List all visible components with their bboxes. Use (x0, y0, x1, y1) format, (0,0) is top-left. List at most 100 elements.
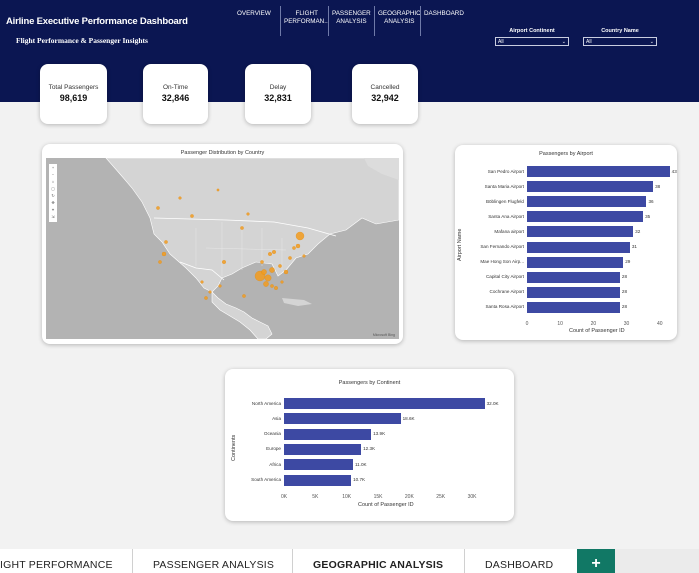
airport-bar[interactable] (527, 301, 620, 313)
continent-bar[interactable] (284, 413, 401, 425)
tab-dashboard[interactable]: DASHBOARD (485, 559, 554, 571)
map-data-point[interactable] (260, 260, 264, 264)
map-data-point[interactable] (242, 294, 246, 298)
map-data-point[interactable] (218, 284, 222, 288)
nav-geographic-analysis-button[interactable]: GEOGRAPHIC ANALYSIS (374, 6, 421, 36)
map-data-point[interactable] (280, 280, 284, 284)
dashboard-subtitle: Flight Performance & Passenger Insights (16, 36, 148, 45)
continent-bar[interactable] (284, 443, 362, 455)
airport-bar[interactable] (527, 241, 630, 253)
map-data-point[interactable] (270, 284, 274, 288)
state-lines (195, 222, 287, 276)
airport-category-label: Santa Ana Airport (488, 213, 524, 219)
map-data-point[interactable] (295, 231, 305, 241)
map-data-point[interactable] (240, 226, 244, 230)
continent-category-label: North America (251, 400, 281, 406)
map-data-point[interactable] (268, 252, 272, 256)
airport-continent-label: Airport Continent (509, 28, 555, 34)
airport-continent-dropdown[interactable]: All ⌄ (495, 37, 569, 46)
airport-bar[interactable] (527, 271, 620, 283)
airport-bar[interactable] (527, 286, 620, 298)
map-data-point[interactable] (295, 243, 301, 249)
tab-divider (464, 549, 465, 573)
continent-bar[interactable] (284, 474, 352, 486)
airport-category-label: Cochrane Airport (489, 289, 524, 295)
map-data-point[interactable] (292, 246, 296, 250)
airport-chart-title: Passengers by Airport (539, 151, 593, 157)
continent-bar[interactable] (284, 428, 372, 440)
continent-category-label: Asia (272, 415, 281, 421)
map-data-point[interactable] (222, 260, 226, 264)
continent-x-axis-label: Count of Passenger ID (358, 502, 414, 508)
continent-bar[interactable] (284, 398, 485, 409)
airport-bar[interactable] (527, 211, 644, 223)
map-data-point[interactable] (269, 267, 275, 273)
airport-bar[interactable] (527, 226, 634, 238)
tab-passenger-analysis[interactable]: PASSENGER ANALYSIS (153, 559, 275, 571)
nav-passenger-analysis-button[interactable]: PASSENGER ANALYSIS (328, 6, 374, 36)
nav-flight-performance-button[interactable]: FLIGHT PERFORMAN... (280, 6, 329, 36)
map-data-point[interactable] (302, 254, 306, 258)
airport-category-label: San Pedro Airport (487, 168, 524, 174)
map-data-point[interactable] (156, 206, 160, 210)
map-data-point[interactable] (161, 251, 167, 257)
airport-x-tick-label: 20 (590, 321, 597, 327)
map-data-point[interactable] (204, 296, 208, 300)
kpi-cancelled: Cancelled 32,942 (352, 64, 418, 124)
header-bar: Airline Executive Performance Dashboard … (0, 0, 699, 102)
airport-x-tick-label: 0 (525, 321, 529, 327)
country-name-label: Country Name (601, 28, 639, 34)
airport-y-axis-label: Airport Name (457, 228, 463, 261)
tab-geographic-analysis[interactable]: GEOGRAPHIC ANALYSIS (313, 559, 444, 571)
airport-bar[interactable] (527, 181, 654, 193)
airport-x-tick-label: 40 (656, 321, 663, 327)
tab-divider (292, 549, 293, 573)
airport-chart-panel: Passengers by Airport San Pedro Airport 4… (455, 145, 677, 340)
airport-data-label: 36 (648, 198, 654, 204)
country-name-dropdown[interactable]: All ⌄ (583, 37, 657, 46)
map-data-point[interactable] (264, 274, 272, 282)
map-data-point[interactable] (283, 269, 289, 275)
map-data-point[interactable] (190, 214, 194, 218)
continent-y-axis-label: Continents (231, 434, 237, 461)
continent-chart-panel: Passengers by Continent North America 32.… (225, 369, 514, 521)
map-zoom-controls[interactable]: + − ⌂ ◻ ↻ ✥ ⌖ ⇲ (49, 164, 57, 222)
continent-data-label: 11.0K (354, 461, 367, 467)
map-data-point[interactable] (164, 240, 168, 244)
map-data-point[interactable] (288, 256, 292, 260)
map-data-point[interactable] (178, 196, 182, 200)
continent-bar[interactable] (284, 459, 353, 471)
tab-bar-filler (615, 549, 699, 573)
map-data-point[interactable] (200, 280, 204, 284)
nav-dashboard-button[interactable]: DASHBOARD (420, 6, 464, 36)
map-data-point[interactable] (263, 281, 269, 287)
continent-data-label: 18.6K (402, 415, 415, 421)
map-data-point[interactable] (208, 290, 212, 294)
map-data-point[interactable] (158, 260, 162, 264)
map-data-point[interactable] (246, 212, 250, 216)
us-mexico-border (179, 261, 225, 281)
airport-bar[interactable] (527, 166, 670, 177)
map-data-point[interactable] (216, 188, 220, 192)
tab-flight-performance[interactable]: IGHT PERFORMANCE (0, 559, 113, 571)
nav-overview-button[interactable]: OVERVIEW (237, 10, 271, 17)
us-canada-border (153, 217, 337, 237)
airport-category-label: San Fernando Airport (480, 244, 524, 249)
airport-category-label: Capital City Airport (485, 274, 524, 280)
add-page-button[interactable]: + (577, 549, 615, 573)
airport-bar[interactable] (527, 256, 624, 268)
airport-category-label: Santa Maria Airport (484, 183, 524, 189)
airport-data-label: 35 (645, 213, 651, 219)
map-data-point[interactable] (261, 269, 267, 275)
map-data-point[interactable] (278, 264, 282, 268)
map-data-point[interactable] (274, 286, 278, 290)
map-data-point[interactable] (272, 250, 276, 254)
passenger-map[interactable]: + − ⌂ ◻ ↻ ✥ ⌖ ⇲ Microsoft Bing (46, 158, 399, 339)
airport-bar[interactable] (527, 196, 647, 208)
continent-category-label: Africa (269, 461, 281, 467)
airport-category-label: Mae Hong Son Airp... (480, 259, 524, 265)
continent-x-tick-label: 5K (312, 494, 319, 500)
kpi-on-time: On-Time 32,846 (143, 64, 208, 124)
chevron-down-icon: ⌄ (649, 38, 654, 45)
airport-x-tick-label: 30 (623, 321, 630, 327)
